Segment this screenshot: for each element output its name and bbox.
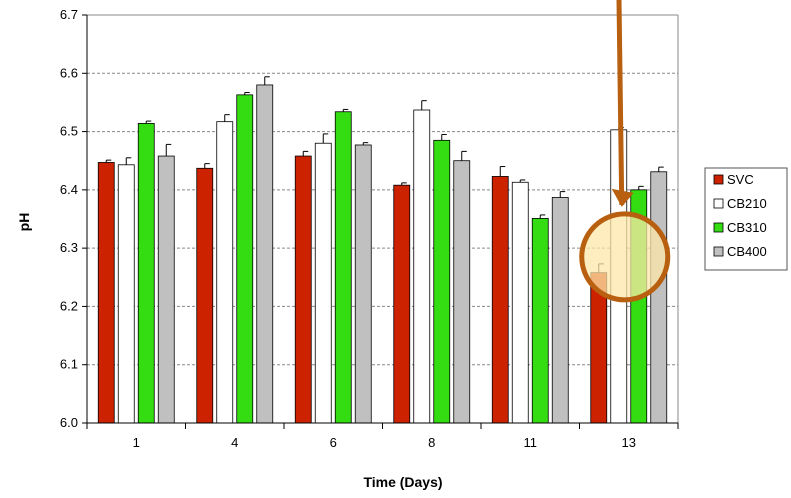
legend-swatch-svc — [713, 174, 724, 185]
x-tick-label: 13 — [622, 435, 636, 450]
bar-cb400-11 — [551, 197, 569, 424]
bar-cb210-4 — [216, 121, 234, 424]
bar-cb400-6 — [354, 144, 372, 424]
bar-cb310-4 — [236, 94, 254, 424]
x-tick-label: 1 — [133, 435, 140, 450]
bar-cb210-11 — [511, 181, 529, 424]
bar-cb210-1 — [117, 164, 135, 424]
x-axis-title: Time (Days) — [363, 474, 442, 490]
bar-svc-8 — [393, 184, 411, 424]
annotation — [579, 0, 671, 303]
x-tick-label: 8 — [428, 435, 435, 450]
x-axis-ticks: 1 4 6 8 11 13 — [86, 423, 679, 450]
bar-cb310-6 — [334, 111, 352, 424]
y-axis-ticks: 6.0 6.1 6.2 6.3 6.4 6.5 6.6 6.7 — [60, 7, 87, 430]
x-tick-label: 11 — [524, 435, 538, 450]
legend-label-svc: SVC — [727, 172, 754, 187]
annotation-arrow-shaft — [616, 0, 625, 205]
legend-label-cb310: CB310 — [727, 220, 767, 235]
legend-swatch-cb210 — [713, 198, 724, 209]
bar-svc-11 — [491, 176, 509, 424]
bar-cb400-1 — [157, 155, 175, 424]
y-tick-label: 6.1 — [60, 357, 78, 372]
bar-svc-6 — [294, 155, 312, 424]
legend-label-cb210: CB210 — [727, 196, 767, 211]
bar-cb400-8 — [453, 160, 471, 424]
bar-cb210-6 — [314, 142, 332, 424]
y-tick-label: 6.7 — [60, 7, 78, 22]
y-tick-label: 6.3 — [60, 240, 78, 255]
bars — [97, 76, 668, 424]
bar-svc-1 — [97, 162, 115, 424]
y-tick-label: 6.5 — [60, 124, 78, 139]
bar-cb310-11 — [531, 218, 549, 424]
axes — [86, 14, 679, 424]
bar-svc-4 — [196, 167, 214, 424]
annotation-arrow-head — [611, 188, 634, 207]
y-tick-label: 6.2 — [60, 298, 78, 313]
y-tick-label: 6.4 — [60, 182, 78, 197]
highlight-circle — [579, 211, 671, 303]
legend-label-cb400: CB400 — [727, 244, 767, 259]
y-tick-label: 6.0 — [60, 415, 78, 430]
bar-cb310-8 — [433, 139, 451, 424]
bar-cb210-8 — [413, 109, 431, 424]
legend: SVC CB210 CB310 CB400 — [704, 167, 788, 271]
x-tick-label: 6 — [330, 435, 337, 450]
y-tick-label: 6.6 — [60, 65, 78, 80]
legend-swatch-cb310 — [713, 222, 724, 233]
bar-cb400-4 — [256, 84, 274, 424]
gridlines — [87, 14, 678, 366]
y-axis-title: pH — [16, 213, 32, 232]
legend-swatch-cb400 — [713, 246, 724, 257]
bar-cb310-1 — [137, 123, 155, 424]
bar-cb400-13 — [650, 171, 668, 424]
x-tick-label: 4 — [231, 435, 238, 450]
